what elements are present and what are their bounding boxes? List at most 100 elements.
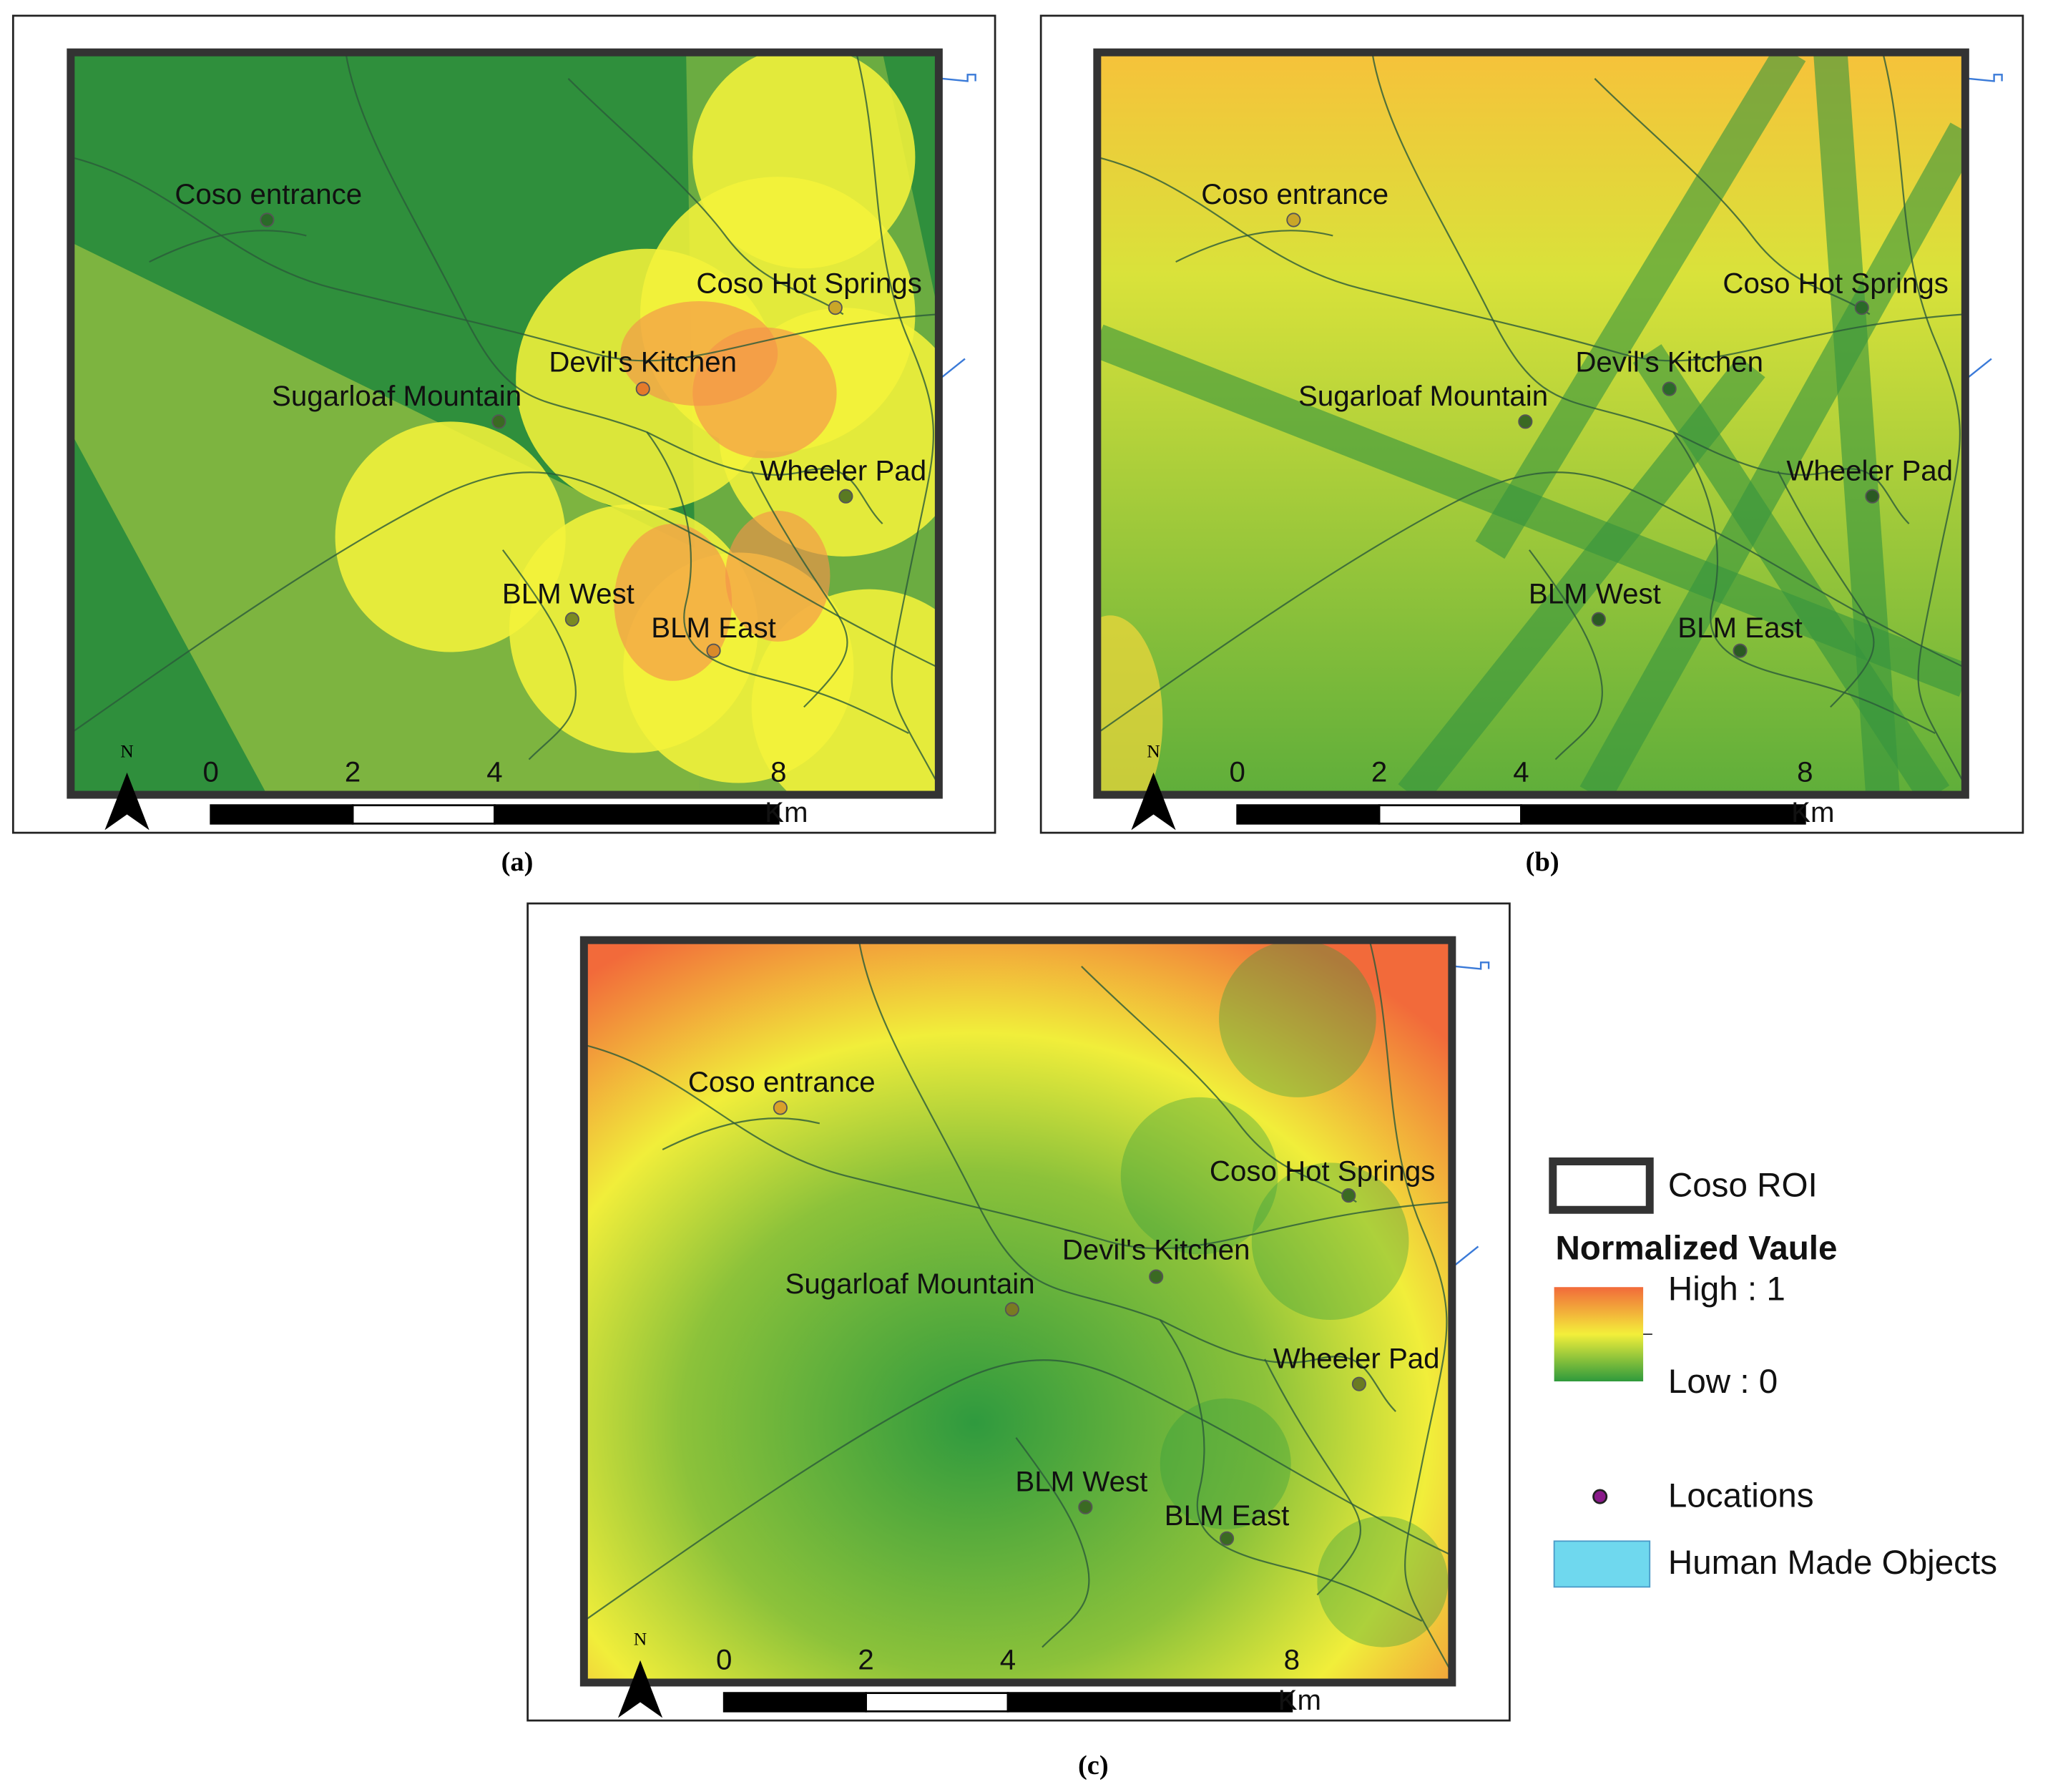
map-area (70, 52, 939, 795)
location-dot (1865, 489, 1880, 504)
location-dot (1854, 300, 1869, 315)
road (70, 156, 939, 362)
location-label: Coso Hot Springs (1210, 1155, 1435, 1188)
location-label: Sugarloaf Mountain (272, 380, 521, 412)
location-dot (1078, 1499, 1093, 1514)
legend-low: Low : 0 (1668, 1363, 1778, 1401)
scale-segment (865, 1692, 1009, 1713)
road (1175, 230, 1333, 263)
location-dot (1004, 1302, 1019, 1317)
location-dot (828, 300, 843, 315)
location-dot (838, 489, 853, 504)
road (1081, 966, 1357, 1203)
location-label: BLM East (651, 612, 775, 644)
location-label: Wheeler Pad (1273, 1342, 1440, 1374)
scale-unit: Km (1791, 796, 1834, 828)
roi-swatch (1549, 1157, 1654, 1214)
location-dot (1518, 414, 1533, 429)
road (1881, 52, 1966, 786)
scale-segment (1520, 804, 1806, 825)
raster (1475, 52, 1806, 559)
location-dot (1733, 643, 1748, 658)
road (1015, 1437, 1090, 1648)
location-dot (1662, 381, 1677, 396)
location-label: Coso Hot Springs (696, 268, 921, 300)
scale-tick-label: 2 (345, 755, 361, 788)
north-arrow (1131, 772, 1176, 831)
road (1672, 431, 1910, 524)
location-label: Wheeler Pad (1786, 454, 1953, 486)
location-label: Devil's Kitchen (1575, 346, 1763, 378)
location-swatch (1592, 1489, 1608, 1504)
location-label: BLM East (1677, 612, 1802, 644)
location-label: Devil's Kitchen (1062, 1233, 1250, 1265)
road (646, 431, 883, 524)
location-dot (1219, 1531, 1235, 1546)
location-label: Coso Hot Springs (1723, 268, 1948, 300)
raster (1579, 122, 1966, 795)
location-label: Devil's Kitchen (549, 346, 737, 378)
road (1528, 549, 1603, 760)
legend: Coso ROI Normalized Vaule High : 1 Low :… (1549, 1157, 1997, 1588)
location-label: BLM East (1165, 1499, 1289, 1532)
map-panel: Coso entrance Coso Hot Springs Devil's Kit… (1039, 14, 2024, 877)
scale-tick-label: 4 (486, 755, 502, 788)
location-label: BLM West (502, 577, 634, 609)
raster (614, 524, 732, 681)
north-label: N (634, 1628, 647, 1649)
location-label: Sugarloaf Mountain (1298, 380, 1548, 412)
panel-caption: (c) (1078, 1751, 1109, 1781)
road (70, 471, 939, 734)
roi-border (579, 936, 1456, 1687)
raster (1097, 615, 1163, 795)
raster (1251, 1162, 1409, 1320)
scale-tick-label: 4 (1000, 1643, 1016, 1675)
location-dot (1286, 212, 1301, 227)
raster (1813, 52, 1900, 795)
location-dot (564, 612, 579, 627)
location-dot (773, 1100, 788, 1115)
legend-title: Normalized Vaule (1555, 1230, 1837, 1268)
scale-tick-label: 4 (1513, 755, 1529, 788)
road (1159, 1319, 1423, 1622)
scale-segment (722, 1692, 867, 1713)
legend-human-made: Human Made Objects (1668, 1544, 1997, 1582)
map-panel: Coso entrance Coso Hot Springs Devil's Kit… (526, 902, 1511, 1781)
human-made-object (1451, 961, 1490, 1268)
north-label: N (1147, 740, 1160, 761)
north-arrow (104, 772, 150, 831)
raster (1160, 1398, 1291, 1529)
human-made-swatch (1553, 1540, 1651, 1588)
raster (335, 421, 566, 652)
road (855, 52, 939, 786)
scale-segment (351, 804, 496, 825)
road (1368, 940, 1452, 1674)
scale-unit: Km (1278, 1684, 1321, 1716)
location-label: Wheeler Pad (760, 454, 926, 486)
map-panel: Coso entrance Coso Hot Springs Devil's Kit… (11, 14, 996, 877)
scale-tick-label: 2 (858, 1643, 873, 1675)
scale-segment (1378, 804, 1522, 825)
road (345, 52, 647, 434)
scale-unit: Km (765, 796, 808, 828)
road (858, 940, 1161, 1321)
location-dot (1341, 1188, 1356, 1203)
road (149, 230, 307, 263)
road (1777, 471, 1875, 708)
location-dot (1351, 1376, 1366, 1391)
road (1594, 78, 1871, 315)
road (1371, 52, 1674, 434)
raster (1219, 940, 1376, 1097)
road (662, 1117, 820, 1151)
scale-tick-label: 0 (203, 755, 219, 788)
location-dot (1149, 1269, 1164, 1284)
scale-tick-label: 2 (1371, 755, 1387, 788)
human-made-object (1964, 74, 2003, 381)
legend-locations: Locations (1668, 1477, 1814, 1514)
north-arrow (617, 1660, 663, 1718)
location-label: Coso entrance (175, 178, 362, 210)
gradient-swatch (1554, 1287, 1644, 1382)
panel-caption: (b) (1526, 847, 1559, 877)
scale-tick-label: 8 (1797, 755, 1813, 788)
